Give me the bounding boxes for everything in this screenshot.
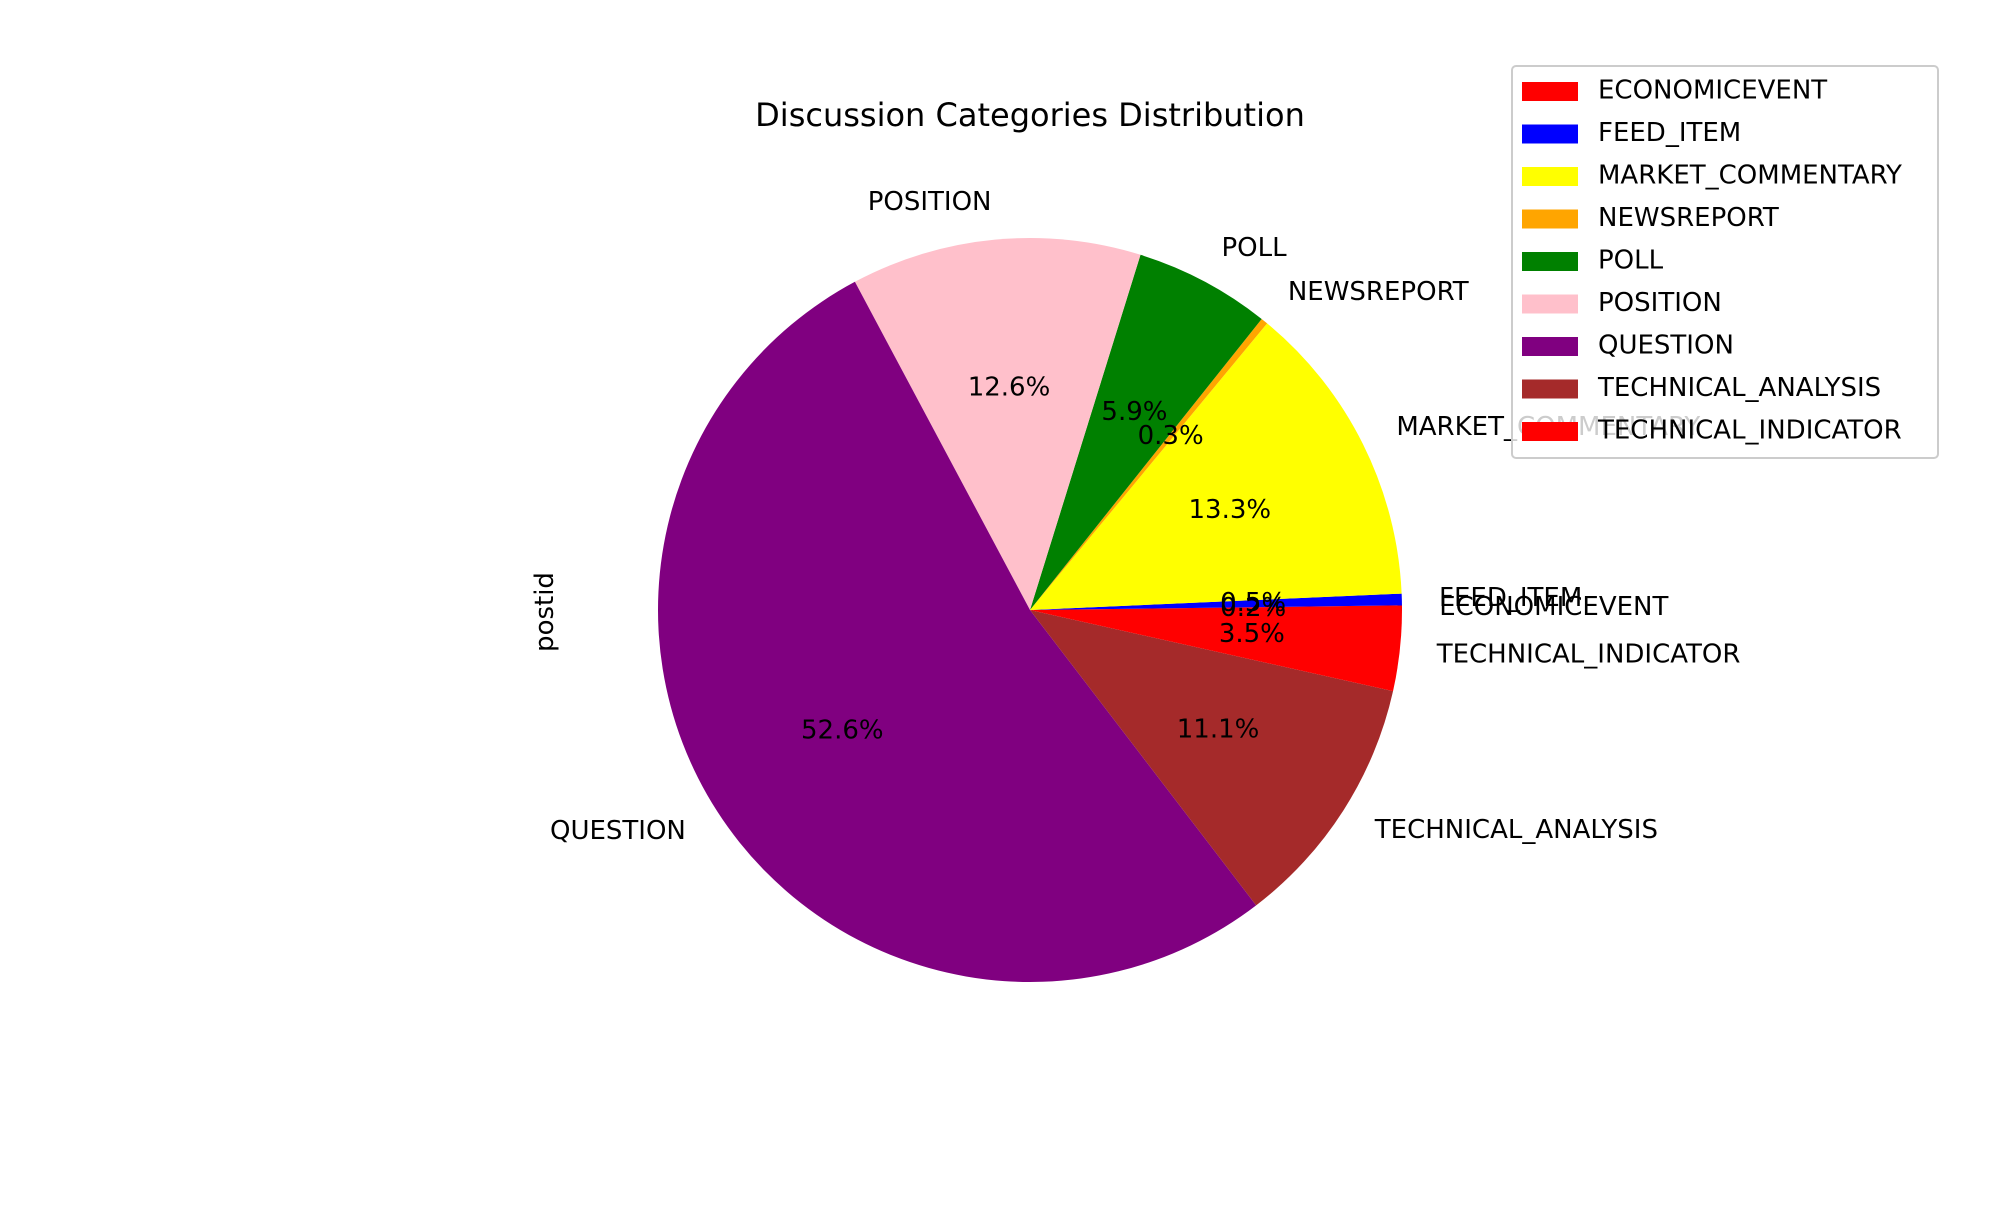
percent-label-economicevent: 0.2% (1220, 593, 1286, 623)
pie-slices (657, 238, 1402, 983)
slice-feed-item (1030, 593, 1402, 610)
legend-label-newsreport: NEWSREPORT (1598, 203, 1779, 233)
percent-labels: 0.2%0.5% 13.3% 0.3%5.9% 12.6% 52.6% 11.1% 3.5% (801, 372, 1286, 745)
legend-label-poll: POLL (1598, 246, 1664, 276)
legend-label-technical-analysis: TECHNICAL_ANALYSIS (1597, 373, 1881, 403)
slice-question (657, 281, 1257, 983)
legend-label-market-commentary: MARKET_COMMENTARY (1598, 161, 1902, 191)
legend-swatch-position (1522, 294, 1578, 314)
legend-swatch-technical-indicator (1522, 422, 1578, 441)
percent-label-feed-item: 0.5% (1220, 588, 1286, 618)
slice-label-question: QUESTION (550, 816, 686, 846)
slice-economicevent (1030, 605, 1402, 610)
chart-title: Discussion Categories Distribution (755, 96, 1305, 134)
slice-label-technical-indicator: TECHNICAL_INDICATOR (1436, 639, 1741, 669)
slice-newsreport (1030, 318, 1268, 610)
legend-label-economicevent: ECONOMICEVENT (1598, 76, 1827, 106)
legend-label-question: QUESTION (1598, 331, 1734, 361)
slice-label-newsreport: NEWSREPORT (1288, 277, 1469, 307)
legend-label-position: POSITION (1598, 288, 1722, 318)
slice-market-commentary (1030, 323, 1402, 610)
slice-label-technical-analysis: TECHNICAL_ANALYSIS (1374, 815, 1658, 845)
slice-technical-analysis (1030, 610, 1394, 906)
percent-label-newsreport: 0.3% (1138, 421, 1204, 451)
legend-swatch-feed-item (1522, 124, 1578, 144)
legend-swatch-market-commentary (1522, 167, 1578, 186)
y-axis-label: postid (530, 572, 560, 652)
percent-label-market-commentary: 13.3% (1189, 495, 1272, 525)
slice-poll (1030, 254, 1262, 610)
percent-label-technical-indicator: 3.5% (1219, 619, 1285, 649)
legend: ECONOMICEVENT FEED_ITEM MARKET_COMMENTARY N… (1511, 65, 1939, 459)
slice-labels: ECONOMICEVENTFEED_ITEMMARKET_COMMENTARYN… (550, 187, 1740, 846)
percent-label-poll: 5.9% (1101, 397, 1167, 427)
legend-frame (1511, 65, 1939, 459)
legend-swatch-economicevent (1522, 82, 1578, 101)
legend-label-feed-item: FEED_ITEM (1598, 118, 1741, 148)
slice-position (854, 238, 1141, 610)
slice-label-poll: POLL (1221, 233, 1287, 263)
slice-label-feed-item: FEED_ITEM (1439, 583, 1582, 613)
legend-swatch-poll (1522, 252, 1578, 271)
legend-swatch-question (1522, 337, 1578, 356)
slice-label-economicevent: ECONOMICEVENT (1439, 592, 1668, 622)
percent-label-question: 52.6% (801, 715, 884, 745)
percent-label-position: 12.6% (968, 372, 1051, 402)
slice-technical-indicator (1030, 610, 1402, 692)
legend-swatch-technical-analysis (1522, 379, 1578, 399)
legend-swatch-newsreport (1522, 209, 1578, 229)
legend-label-technical-indicator: TECHNICAL_INDICATOR (1597, 416, 1902, 446)
percent-label-technical-analysis: 11.1% (1177, 715, 1260, 745)
slice-label-position: POSITION (868, 187, 992, 217)
